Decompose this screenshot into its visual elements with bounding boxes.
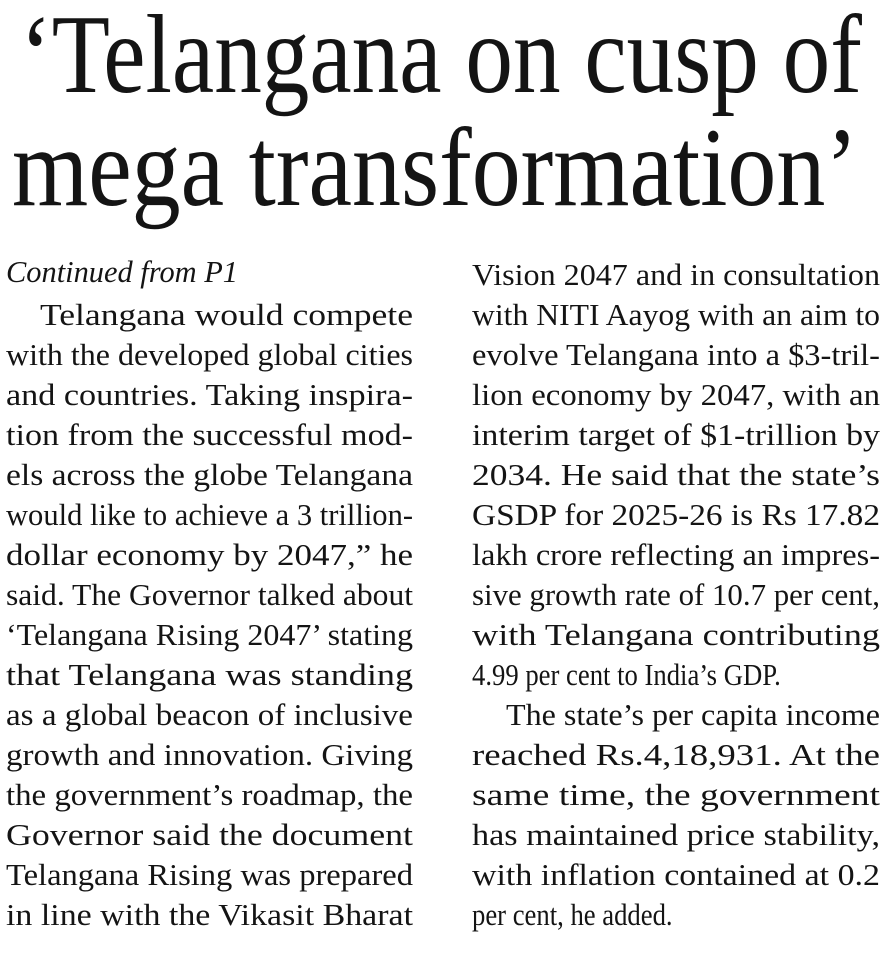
body-line: with inflation contained at 0.2 xyxy=(472,857,880,892)
body-line: lion economy by 2047, with an xyxy=(472,377,881,412)
body-line: ‘Telangana Rising 2047’ stating xyxy=(6,617,413,652)
body-line: in line with the Vikasit Bharat xyxy=(6,897,413,932)
headline-line: ‘Telangana on cusp of xyxy=(20,0,863,117)
continued-note: Continued from P1 xyxy=(6,254,238,289)
body-line: growth and innovation. Giving xyxy=(6,737,413,772)
body-line: 2034. He said that the state’s xyxy=(472,457,880,492)
headline-line: mega transformation’ xyxy=(12,106,858,230)
body-line: per cent, he added. xyxy=(472,897,673,932)
body-line: interim target of $1-trillion by xyxy=(472,417,881,452)
body-line: with Telangana contributing xyxy=(472,617,880,652)
body-line: that Telangana was standing xyxy=(6,657,413,692)
body-line: said. The Governor talked about xyxy=(6,577,413,612)
body-line: same time, the government xyxy=(472,777,880,812)
body-line: sive growth rate of 10.7 per cent, xyxy=(472,577,880,612)
body-line: The state’s per capita income xyxy=(506,697,880,732)
body-line: would like to achieve a 3 trillion- xyxy=(6,497,413,532)
body-line: and countries. Taking inspira- xyxy=(6,377,413,412)
body-line: evolve Telangana into a $3-tril- xyxy=(472,337,880,372)
body-line: els across the globe Telangana xyxy=(6,457,413,492)
body-line: dollar economy by 2047,” he xyxy=(6,537,413,572)
body-line: has maintained price stability, xyxy=(472,817,880,852)
body-line: as a global beacon of inclusive xyxy=(6,697,413,732)
body-line: tion from the successful mod- xyxy=(6,417,413,452)
body-line: Governor said the document xyxy=(6,817,413,852)
body-line: with NITI Aayog with an aim to xyxy=(472,297,880,332)
body-line: reached Rs.4,18,931. At the xyxy=(472,737,880,772)
body-line: GSDP for 2025-26 is Rs 17.82 xyxy=(472,497,880,532)
body-line: lakh crore reflecting an impres- xyxy=(472,537,880,572)
body-line: Telangana Rising was prepared xyxy=(6,857,414,892)
body-line: Vision 2047 and in consultation xyxy=(472,257,881,292)
body-line: Telangana would compete xyxy=(40,297,413,332)
body-line: 4.99 per cent to India’s GDP. xyxy=(472,657,781,692)
body-line: with the developed global cities xyxy=(6,337,413,372)
body-line: the government’s roadmap, the xyxy=(6,777,413,812)
